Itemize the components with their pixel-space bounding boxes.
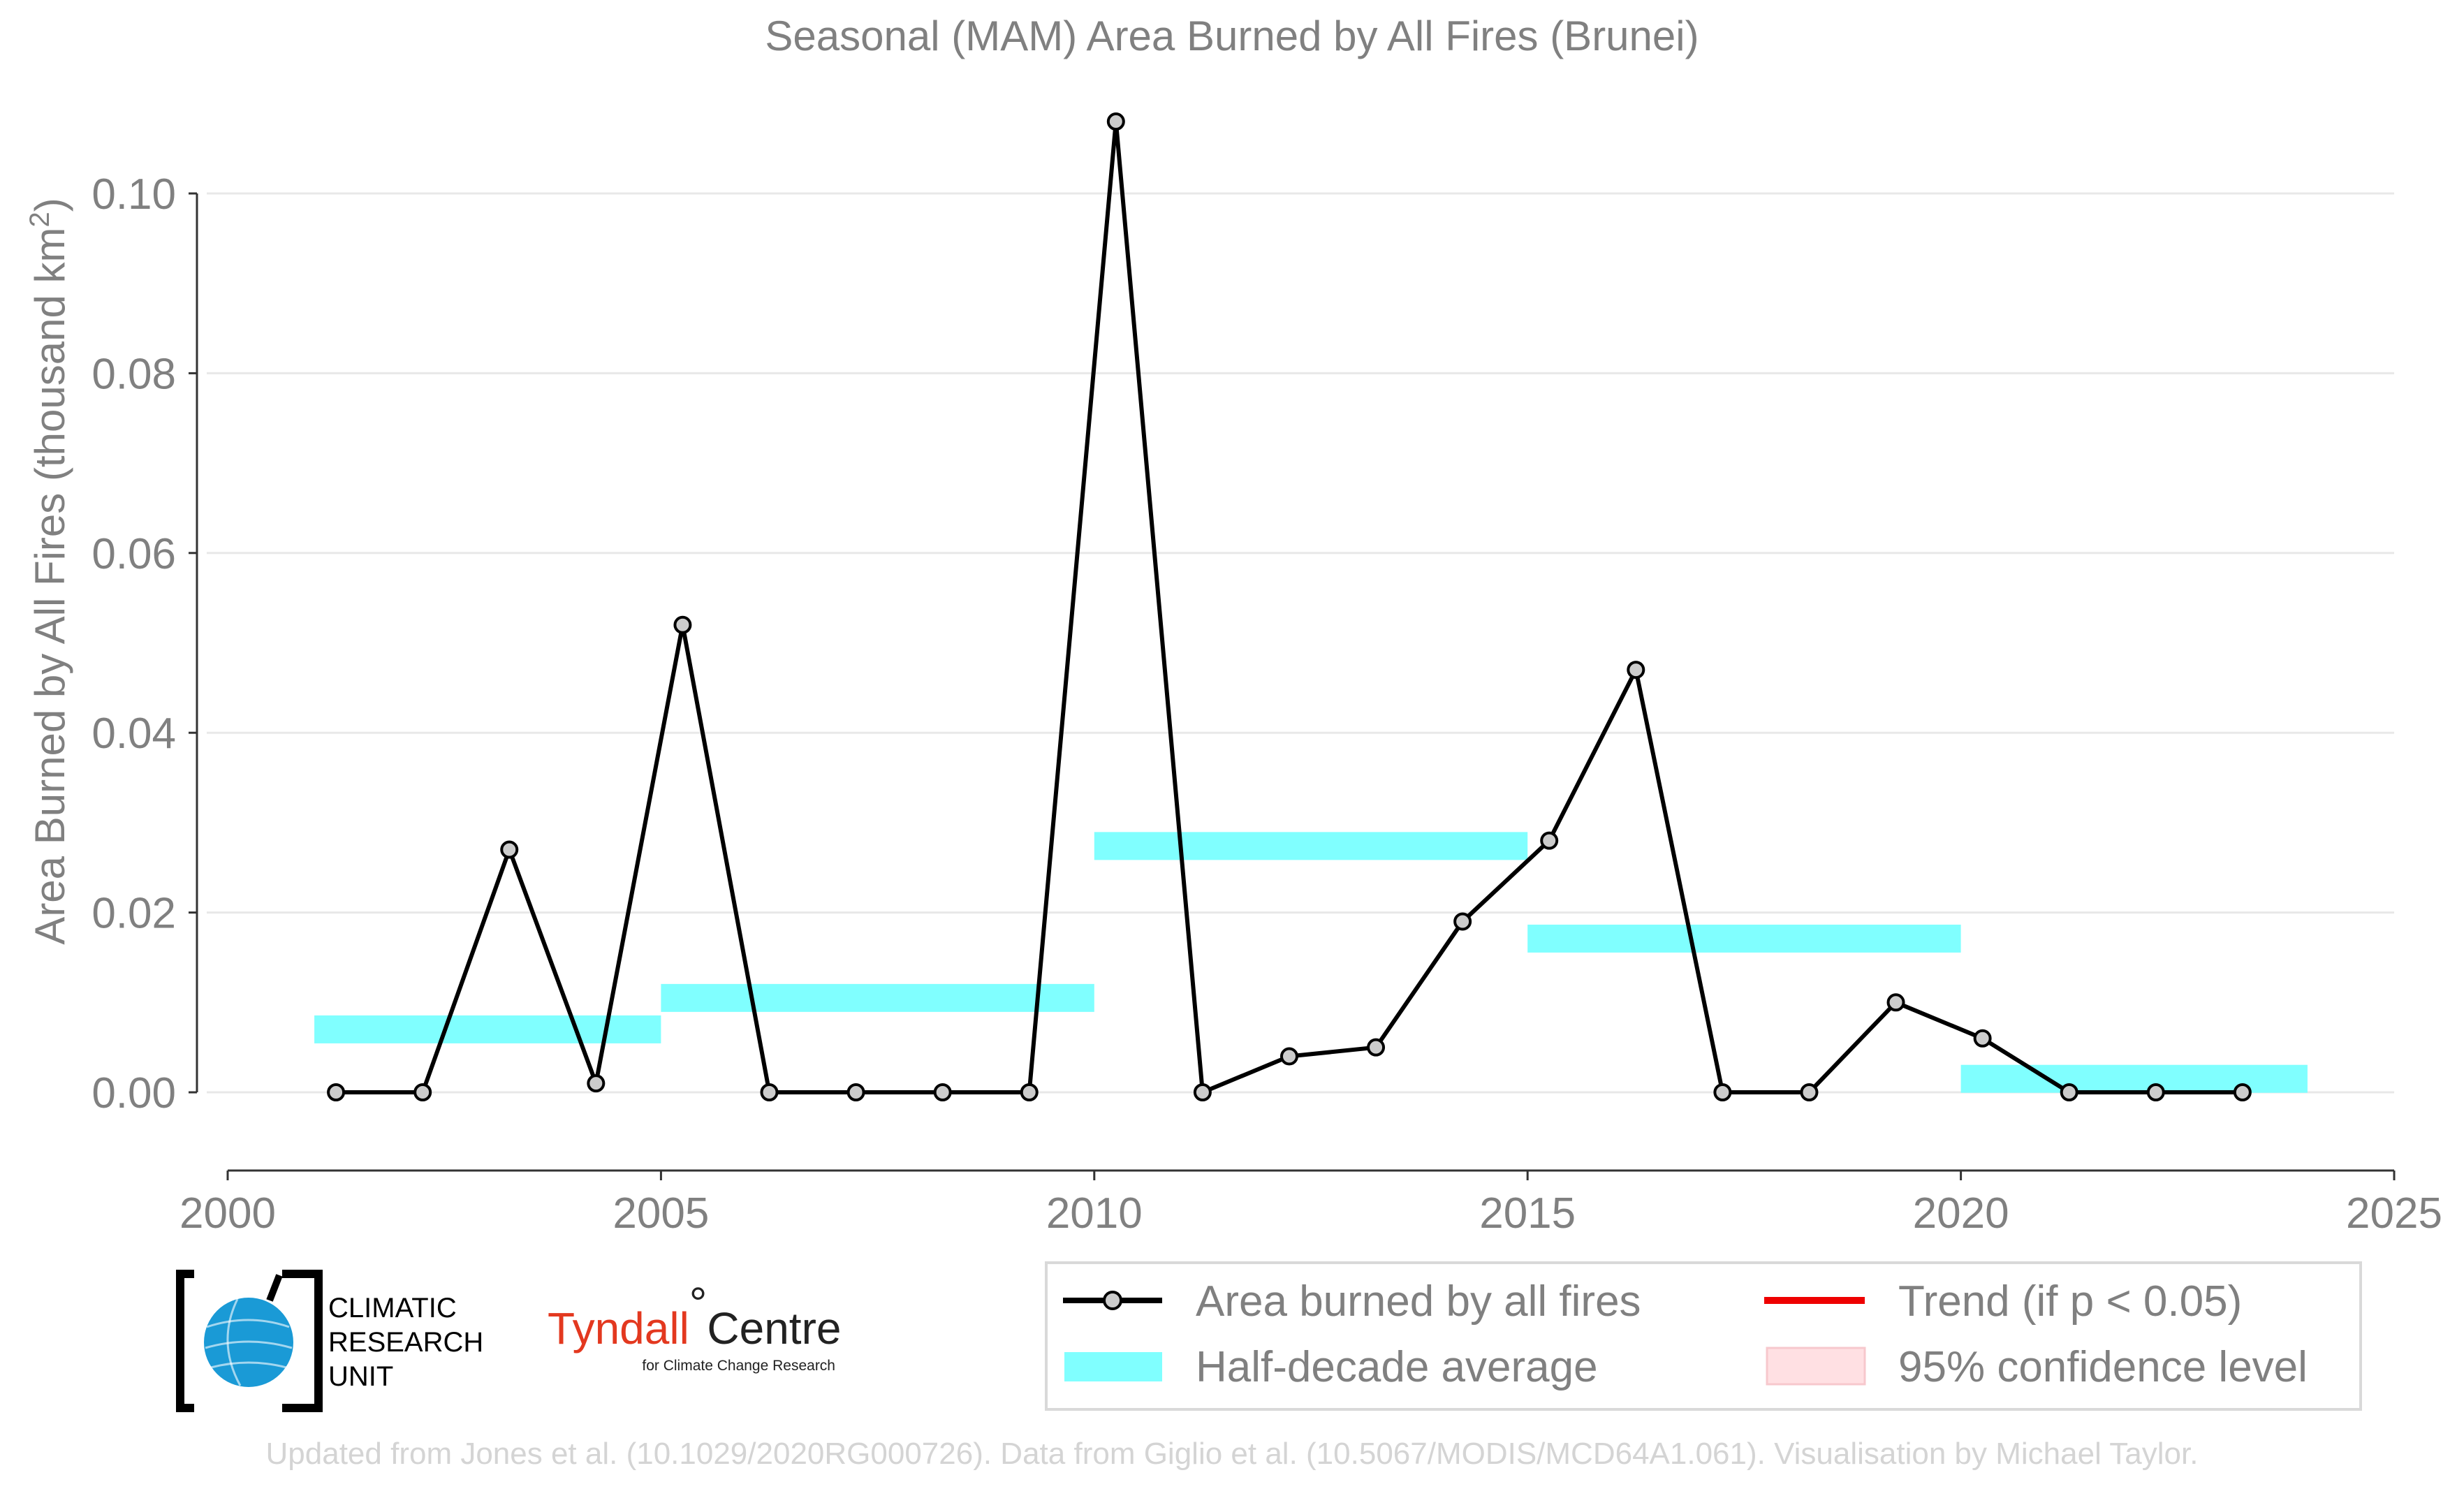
cru-slash [266, 1274, 283, 1302]
legend-swatch-marker [1103, 1291, 1122, 1310]
cru-text-line2: RESEARCH [328, 1327, 483, 1358]
data-point [933, 1083, 952, 1101]
data-point [1973, 1029, 1992, 1048]
half-decade-band [1094, 832, 1528, 860]
data-point [327, 1083, 346, 1101]
cru-text-line3: UNIT [328, 1361, 393, 1392]
data-point [2233, 1083, 2252, 1101]
data-point [846, 1083, 865, 1101]
legend-swatch-band [1064, 1352, 1162, 1381]
data-points [327, 112, 2252, 1101]
gridlines [207, 192, 2394, 1094]
cru-text-line1: CLIMATIC [328, 1293, 457, 1323]
chart-title: Seasonal (MAM) Area Burned by All Fires … [765, 13, 1699, 59]
data-point [413, 1083, 432, 1101]
tyndall-wordmark: Tyndall°Centre [548, 1278, 841, 1354]
y-tick-label: 0.04 [91, 710, 176, 758]
x-tick-label: 2005 [613, 1189, 709, 1238]
footer-credit: Updated from Jones et al. (10.1029/2020R… [266, 1437, 2199, 1471]
data-point [1106, 112, 1125, 131]
tyndall-logo: Tyndall°Centre for Climate Change Resear… [548, 1278, 841, 1374]
y-tick-label: 0.08 [91, 350, 176, 398]
half-decade-band [661, 983, 1094, 1012]
data-point [1800, 1083, 1819, 1101]
data-point [1279, 1047, 1298, 1066]
globe-icon [204, 1298, 293, 1387]
data-point [587, 1074, 606, 1093]
data-point [2060, 1083, 2078, 1101]
legend-label: Trend (if p < 0.05) [1898, 1277, 2242, 1326]
data-point [2146, 1083, 2165, 1101]
legend-label: Half-decade average [1196, 1343, 1598, 1391]
x-tick-label: 2000 [179, 1189, 276, 1238]
legend-box [1045, 1261, 2362, 1411]
x-tick-label: 2020 [1913, 1189, 2009, 1238]
data-point [1367, 1038, 1386, 1057]
legend-item-trend: Trend (if p < 0.05) [1764, 1277, 2242, 1326]
data-point [1627, 661, 1645, 680]
data-point [1453, 912, 1472, 931]
legend-label: Area burned by all fires [1196, 1277, 1641, 1326]
data-point [760, 1083, 779, 1101]
cru-bracket-right [282, 1270, 323, 1412]
x-tick-label: 2025 [2346, 1189, 2442, 1238]
cru-bracket-left [176, 1270, 194, 1412]
half-decade-band [1960, 1064, 2308, 1093]
half-decade-bands [314, 832, 2308, 1093]
legend-item-half-decade: Half-decade average [1064, 1343, 1598, 1391]
legend-item-confidence: 95% confidence level [1766, 1343, 2308, 1391]
data-point [1713, 1083, 1732, 1101]
legend: Area burned by all fires Trend (if p < 0… [1045, 1261, 2362, 1411]
y-tick-label: 0.02 [91, 890, 176, 938]
tyndall-subtitle: for Climate Change Research [642, 1358, 835, 1374]
data-point [1540, 831, 1559, 850]
y-tick-label: 0.06 [91, 530, 176, 578]
data-point [1886, 993, 1905, 1012]
data-point [500, 840, 519, 859]
axes: 0.00 0.02 0.04 0.06 0.08 0.10 2000 2005 2010 2015… [91, 170, 2442, 1238]
legend-swatch-fill [1766, 1347, 1866, 1386]
legend-label: 95% confidence level [1898, 1343, 2308, 1391]
y-tick-label: 0.10 [91, 170, 176, 219]
data-point [1020, 1083, 1039, 1101]
x-tick-label: 2010 [1046, 1189, 1143, 1238]
data-point [673, 615, 692, 634]
y-axis-label: Area Burned by All Fires (thousand km2) [24, 198, 73, 944]
legend-item-area-burned: Area burned by all fires [1063, 1277, 1641, 1326]
data-point [1193, 1083, 1212, 1101]
y-tick-label: 0.00 [91, 1069, 176, 1117]
x-tick-label: 2015 [1479, 1189, 1576, 1238]
cru-logo: CLIMATIC RESEARCH UNIT [176, 1270, 483, 1412]
half-decade-band [1527, 924, 1961, 953]
